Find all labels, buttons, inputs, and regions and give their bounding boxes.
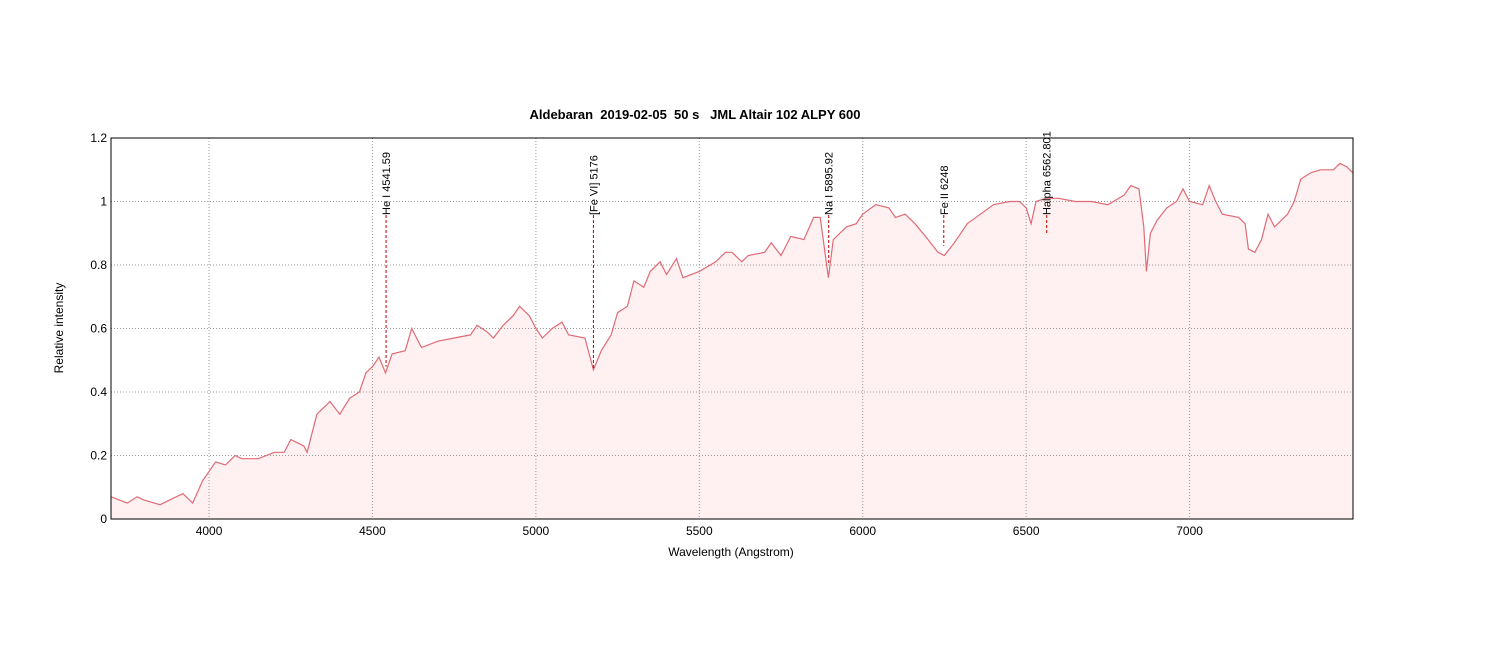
plot-frame [110,137,1354,520]
annotation-label: Fe II 6248 [939,165,951,215]
x-tick-label: 7000 [1176,524,1203,538]
y-axis-label: Relative intensity [52,283,66,374]
annotation-label: [Fe VI] 5176 [588,155,600,215]
spectrum-area [111,163,1353,519]
y-tick-label: 0.6 [90,322,107,336]
x-axis-label: Wavelength (Angstrom) [668,545,794,559]
y-tick-label: 0.2 [90,449,107,463]
x-tick-label: 5500 [686,524,713,538]
x-tick-label: 4000 [196,524,223,538]
annotation-label: Na I 5895.92 [824,152,836,215]
x-tick-label: 6500 [1013,524,1040,538]
spectrum-line [110,162,1354,506]
chart-title: Aldebaran 2019-02-05 50 s JML Altair 102… [530,107,861,122]
y-tick-label: 1 [100,195,107,209]
y-tick-label: 0 [100,512,107,526]
annotation-label: He I 4541.59 [381,152,393,215]
x-tick-label: 5000 [523,524,550,538]
y-tick-label: 0.4 [90,385,107,399]
x-tick-label: 6000 [849,524,876,538]
y-tick-label: 0.8 [90,258,107,272]
x-tick-label: 4500 [359,524,386,538]
annotation-label: Halpha 6562.801 [1042,131,1054,215]
y-tick-label: 1.2 [90,131,107,145]
